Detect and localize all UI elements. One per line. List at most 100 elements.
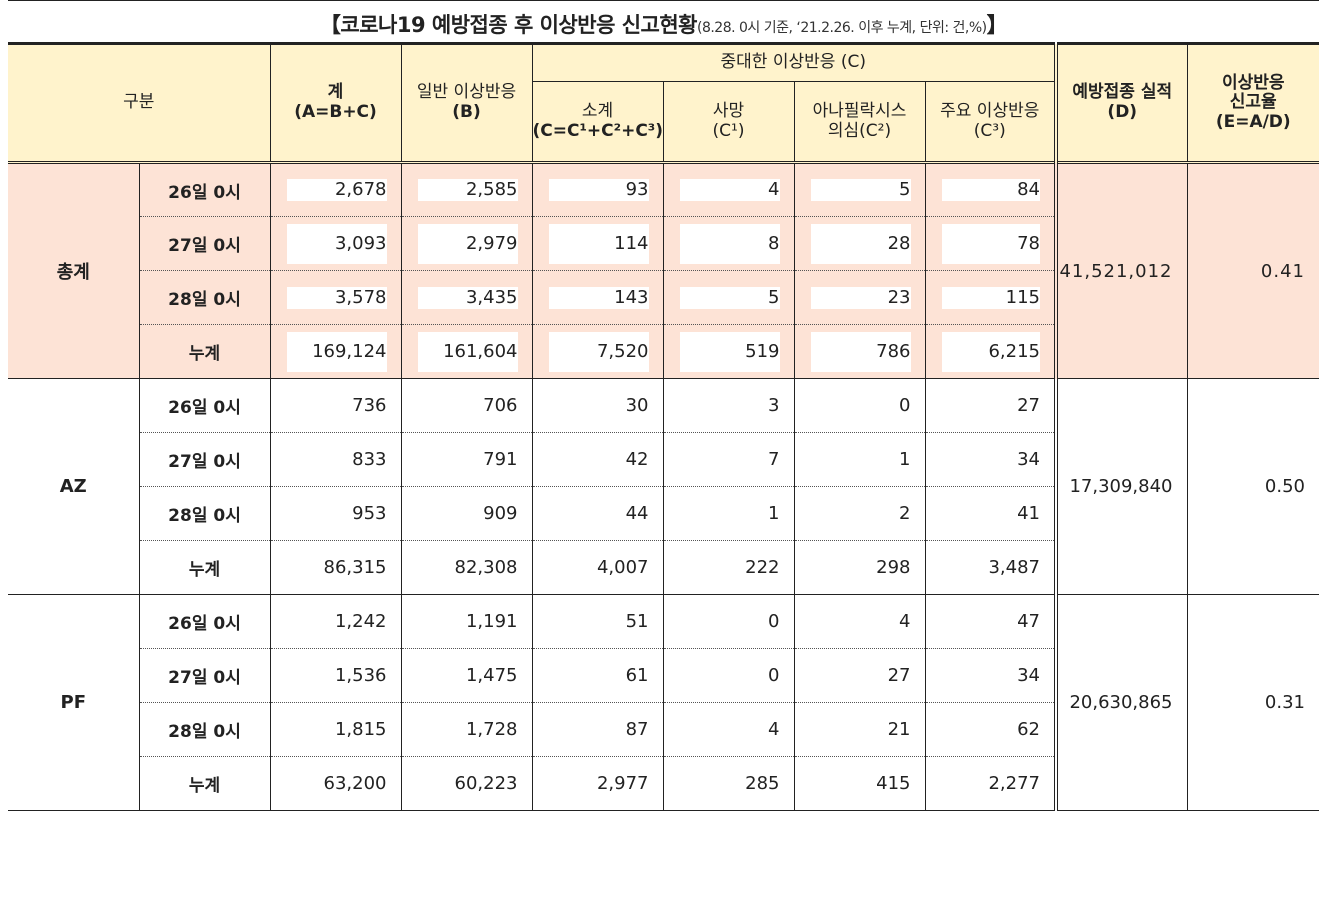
cell-general: 60,223	[401, 756, 533, 811]
cell-major: 78	[941, 223, 1040, 264]
row-date: 27일 0시	[139, 216, 271, 271]
header-rate: 이상반응 신고율 (E=A/D)	[1187, 42, 1319, 164]
header-major: 주요 이상반응 (C³)	[925, 81, 1058, 164]
cell-general: 706	[401, 378, 533, 433]
cell-total: 833	[270, 432, 402, 487]
cell-death: 285	[663, 756, 795, 811]
cell-anaphylaxis: 2	[794, 486, 926, 541]
table-row: 27일 0시 3,093 2,979 114 8 28 78	[8, 216, 1319, 271]
cell-subtotal: 4,007	[532, 540, 664, 595]
cell-total: 1,536	[270, 648, 402, 703]
cell-death: 3	[663, 378, 795, 433]
cell-subtotal: 143	[548, 286, 649, 309]
row-date: 26일 0시	[139, 378, 271, 433]
header-death: 사망 (C¹)	[663, 81, 795, 164]
cell-vaccinated: 17,309,840	[1056, 378, 1188, 595]
group-pf: PF 26일 0시 1,242 1,191 51 0 4 47 20,630,8…	[8, 594, 1319, 811]
cell-anaphylaxis: 4	[794, 594, 926, 649]
cell-total: 736	[270, 378, 402, 433]
cell-subtotal: 114	[548, 223, 649, 264]
table-row: 27일 0시 1,536 1,475 61 0 27 34	[8, 648, 1319, 703]
cell-anaphylaxis: 786	[810, 331, 911, 372]
cell-death: 0	[663, 594, 795, 649]
cell-death: 4	[663, 702, 795, 757]
cell-death: 1	[663, 486, 795, 541]
cell-major: 2,277	[925, 756, 1058, 811]
row-date: 누계	[139, 756, 271, 811]
row-date: 26일 0시	[139, 594, 271, 649]
cell-major: 34	[925, 648, 1058, 703]
cell-rate: 0.41	[1187, 162, 1319, 379]
cell-anaphylaxis: 5	[810, 179, 911, 201]
title-main: 【코로나19 예방접종 후 이상반응 신고현황	[319, 13, 698, 37]
cell-total: 3,093	[286, 223, 387, 264]
cell-total: 86,315	[270, 540, 402, 595]
cell-major: 27	[925, 378, 1058, 433]
cell-total: 2,678	[286, 179, 387, 201]
cell-major: 34	[925, 432, 1058, 487]
table-row: AZ 26일 0시 736 706 30 3 0 27 17,309,840 0…	[8, 378, 1319, 595]
cell-general: 1,475	[401, 648, 533, 703]
cell-major: 41	[925, 486, 1058, 541]
group-label: AZ	[8, 378, 140, 595]
cell-subtotal: 7,520	[548, 331, 649, 372]
table-row: PF 26일 0시 1,242 1,191 51 0 4 47 20,630,8…	[8, 594, 1319, 811]
page-title: 【코로나19 예방접종 후 이상반응 신고현황(8.28. 0시 기준, ‘21…	[8, 9, 1319, 39]
cell-major: 84	[941, 179, 1040, 201]
cell-subtotal: 87	[532, 702, 664, 757]
cell-subtotal: 42	[532, 432, 664, 487]
cell-general: 82,308	[401, 540, 533, 595]
row-date: 누계	[139, 540, 271, 595]
cell-subtotal: 30	[532, 378, 664, 433]
cell-subtotal: 2,977	[532, 756, 664, 811]
table-row: 누계 86,315 82,308 4,007 222 298 3,487	[8, 540, 1319, 595]
cell-anaphylaxis: 28	[810, 223, 911, 264]
cell-death: 7	[663, 432, 795, 487]
cell-death: 0	[663, 648, 795, 703]
title-bar: 【코로나19 예방접종 후 이상반응 신고현황(8.28. 0시 기준, ‘21…	[8, 0, 1319, 43]
header-general: 일반 이상반응 (B)	[401, 42, 533, 164]
table-row: 28일 0시 1,815 1,728 87 4 21 62	[8, 702, 1319, 757]
title-subtitle: (8.28. 0시 기준, ‘21.2.26. 이후 누계, 단위: 건,%)	[696, 20, 987, 36]
cell-total: 953	[270, 486, 402, 541]
cell-general: 3,435	[417, 286, 518, 309]
table-row: 누계 169,124 161,604 7,520 519 786 6,215	[8, 324, 1319, 379]
cell-anaphylaxis: 415	[794, 756, 926, 811]
cell-death: 8	[679, 223, 780, 264]
cell-general: 2,585	[417, 179, 518, 201]
cell-general: 2,979	[417, 223, 518, 264]
cell-vaccinated: 20,630,865	[1056, 594, 1188, 811]
header-vaccinated: 예방접종 실적 (D)	[1056, 42, 1188, 164]
table-row: 총계 26일 0시 2,678 2,585 93 4 5 84 41,521,0…	[8, 162, 1319, 379]
cell-anaphylaxis: 27	[794, 648, 926, 703]
header-anaphylaxis: 아나필락시스 의심(C²)	[794, 81, 926, 164]
header-category: 구분	[8, 42, 271, 164]
row-date: 누계	[139, 324, 271, 379]
cell-total: 1,242	[270, 594, 402, 649]
table-row: 28일 0시 3,578 3,435 143 5 23 115	[8, 270, 1319, 325]
cell-major: 6,215	[941, 331, 1040, 372]
table-row: 27일 0시 833 791 42 7 1 34	[8, 432, 1319, 487]
cell-major: 115	[941, 286, 1040, 309]
row-date: 26일 0시	[139, 162, 271, 217]
group-label: PF	[8, 594, 140, 811]
group-total: 총계 26일 0시 2,678 2,585 93 4 5 84 41,521,0…	[8, 162, 1319, 379]
group-az: AZ 26일 0시 736 706 30 3 0 27 17,309,840 0…	[8, 378, 1319, 595]
group-label: 총계	[8, 162, 140, 379]
header-serious: 중대한 이상반응 (C)	[532, 42, 1058, 82]
cell-general: 1,728	[401, 702, 533, 757]
cell-rate: 0.31	[1187, 594, 1319, 811]
cell-rate: 0.50	[1187, 378, 1319, 595]
header-subtotal: 소계 (C=C¹+C²+C³)	[532, 81, 664, 164]
cell-major: 47	[925, 594, 1058, 649]
cell-death: 222	[663, 540, 795, 595]
cell-death: 4	[679, 179, 780, 201]
cell-total: 63,200	[270, 756, 402, 811]
cell-death: 519	[679, 331, 780, 372]
cell-death: 5	[679, 286, 780, 309]
title-close-bracket: 】	[986, 13, 1008, 37]
row-date: 27일 0시	[139, 432, 271, 487]
cell-major: 3,487	[925, 540, 1058, 595]
row-date: 28일 0시	[139, 270, 271, 325]
cell-anaphylaxis: 298	[794, 540, 926, 595]
